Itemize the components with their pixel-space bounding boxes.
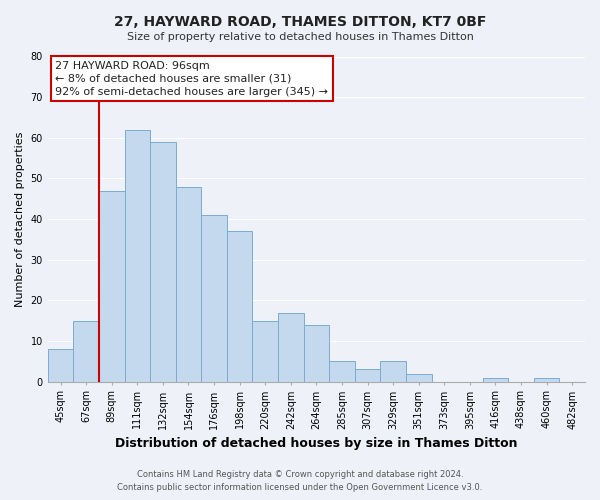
Bar: [406, 374, 431, 382]
Bar: [380, 362, 406, 382]
X-axis label: Distribution of detached houses by size in Thames Ditton: Distribution of detached houses by size …: [115, 437, 518, 450]
Text: Contains HM Land Registry data © Crown copyright and database right 2024.
Contai: Contains HM Land Registry data © Crown c…: [118, 470, 482, 492]
Bar: [482, 378, 508, 382]
Bar: [227, 232, 253, 382]
Bar: [304, 325, 329, 382]
Bar: [150, 142, 176, 382]
Bar: [278, 312, 304, 382]
Text: 27 HAYWARD ROAD: 96sqm
← 8% of detached houses are smaller (31)
92% of semi-deta: 27 HAYWARD ROAD: 96sqm ← 8% of detached …: [55, 60, 328, 97]
Bar: [125, 130, 150, 382]
Bar: [355, 370, 380, 382]
Y-axis label: Number of detached properties: Number of detached properties: [15, 132, 25, 307]
Bar: [534, 378, 559, 382]
Bar: [73, 320, 99, 382]
Text: 27, HAYWARD ROAD, THAMES DITTON, KT7 0BF: 27, HAYWARD ROAD, THAMES DITTON, KT7 0BF: [114, 15, 486, 29]
Bar: [48, 349, 73, 382]
Bar: [329, 362, 355, 382]
Text: Size of property relative to detached houses in Thames Ditton: Size of property relative to detached ho…: [127, 32, 473, 42]
Bar: [201, 215, 227, 382]
Bar: [99, 190, 125, 382]
Bar: [176, 186, 201, 382]
Bar: [253, 320, 278, 382]
